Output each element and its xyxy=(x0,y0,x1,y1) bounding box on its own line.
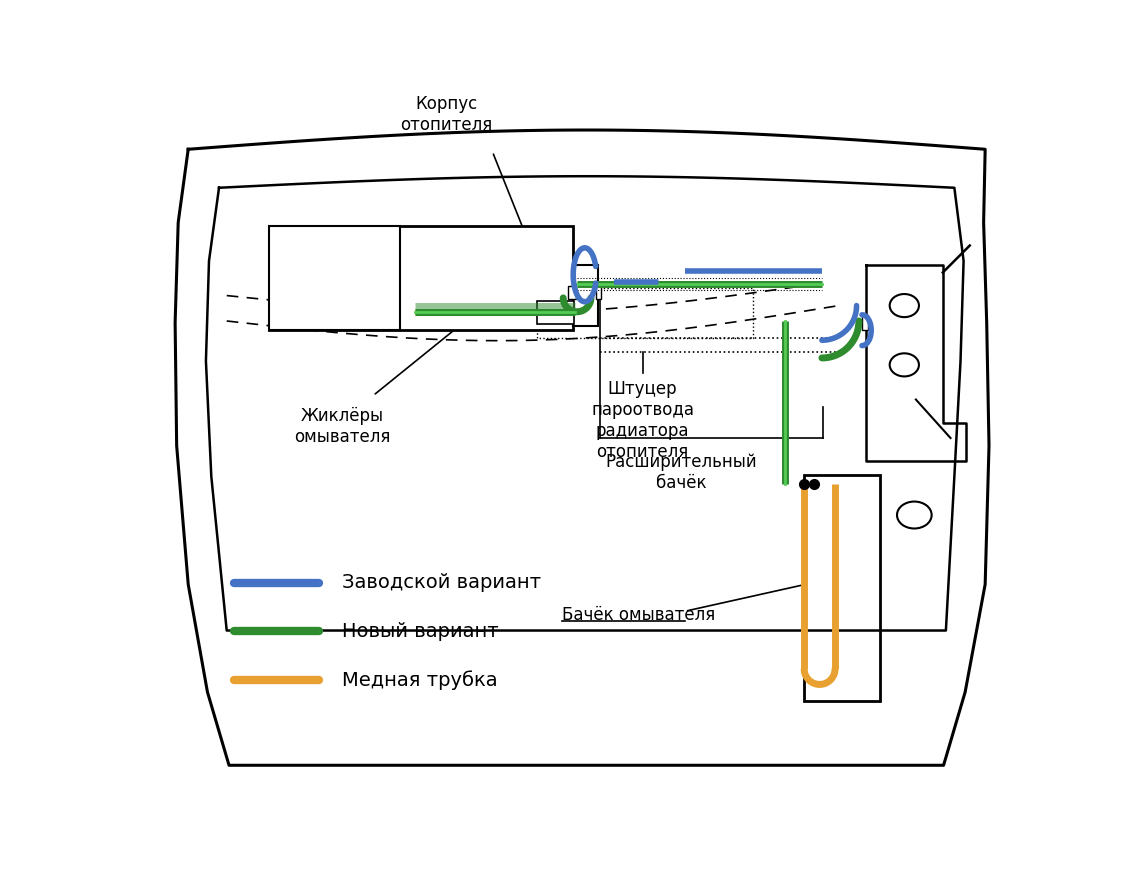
Text: Расширительный
бачёк: Расширительный бачёк xyxy=(605,454,757,492)
Text: Медная трубка: Медная трубка xyxy=(342,670,498,690)
Bar xyxy=(573,265,598,326)
Text: Штуцер
пароотвода
радиатора
отопителя: Штуцер пароотвода радиатора отопителя xyxy=(591,380,694,461)
Bar xyxy=(567,285,575,299)
Text: Заводской вариант: Заводской вариант xyxy=(342,573,541,593)
Bar xyxy=(861,315,868,331)
Bar xyxy=(537,288,753,338)
Bar xyxy=(269,226,400,331)
Bar xyxy=(537,301,574,324)
Text: Жиклёры
омывателя: Жиклёры омывателя xyxy=(294,407,390,446)
Bar xyxy=(596,285,601,299)
Bar xyxy=(269,226,573,331)
Text: Новый вариант: Новый вариант xyxy=(342,622,499,641)
Text: Корпус
отопителя: Корпус отопителя xyxy=(400,95,492,134)
Text: Бачёк омывателя: Бачёк омывателя xyxy=(562,606,715,624)
Bar xyxy=(804,475,880,700)
